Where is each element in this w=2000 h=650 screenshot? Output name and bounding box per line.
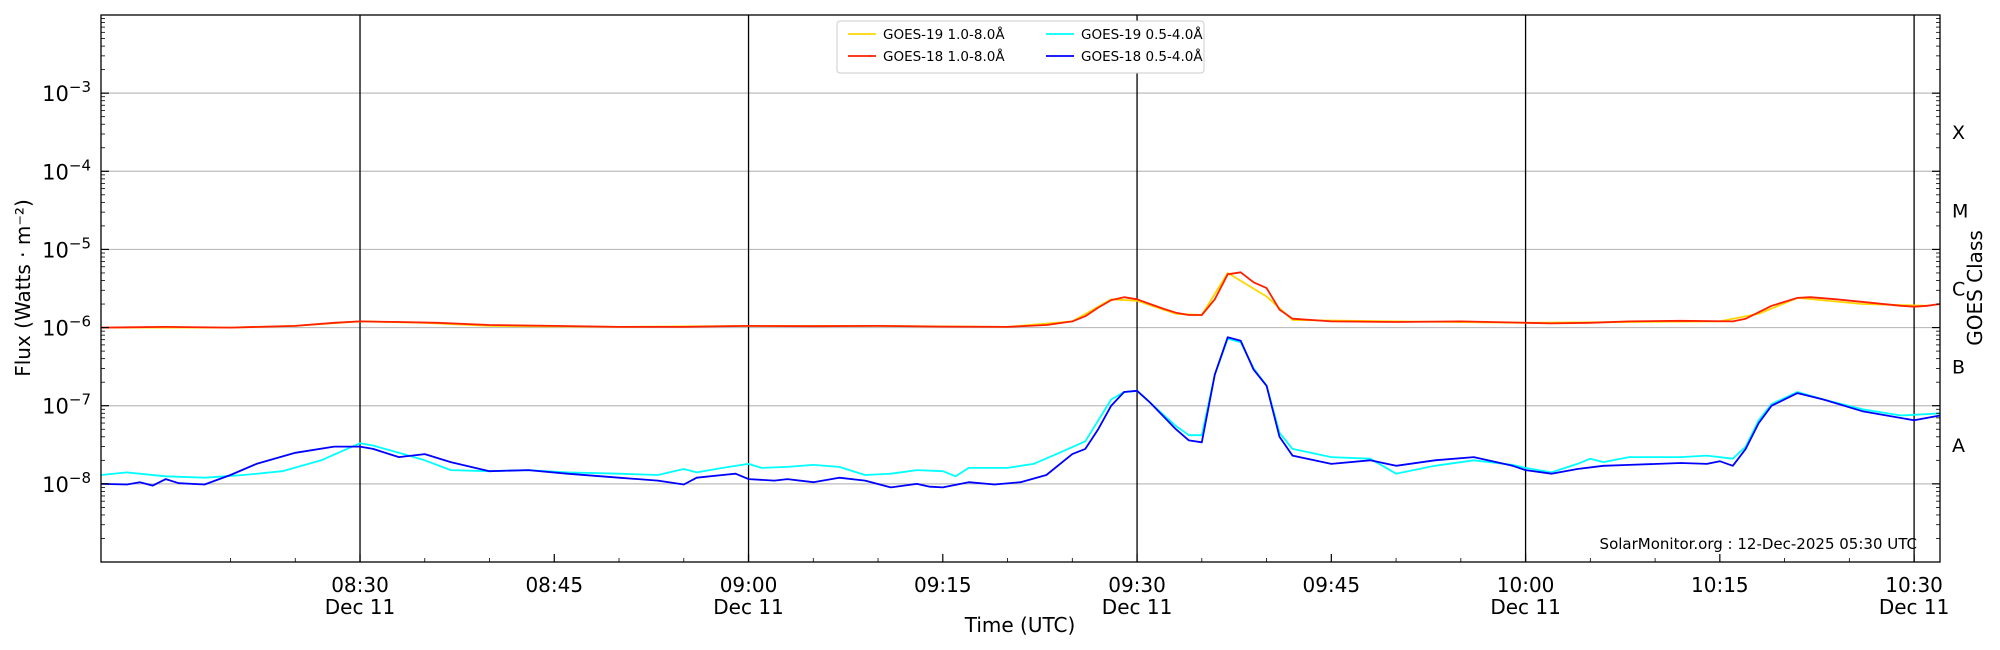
- goes-class-B: B: [1952, 357, 1965, 379]
- xtick-sublabel-4: Dec 11: [1102, 595, 1173, 619]
- xtick-label-6: 10:00: [1497, 573, 1555, 597]
- ytick-label-1: 10−7: [42, 391, 91, 419]
- goes-class-X: X: [1952, 122, 1965, 144]
- y2-axis-label: GOES Class: [1963, 230, 1987, 346]
- legend-box: [836, 20, 1205, 74]
- xtick-sublabel-0: Dec 11: [325, 595, 396, 619]
- ytick-label-4: 10−4: [42, 156, 91, 184]
- xtick-label-4: 09:30: [1108, 573, 1166, 597]
- xtick-label-5: 09:45: [1302, 573, 1360, 597]
- ytick-label-3: 10−5: [42, 234, 91, 262]
- xtick-sublabel-6: Dec 11: [1490, 595, 1561, 619]
- legend-label-1: GOES-18 1.0-8.0Å: [883, 48, 1005, 65]
- ytick-label-0: 10−8: [42, 469, 91, 497]
- xtick-label-2: 09:00: [720, 573, 778, 597]
- ytick-label-2: 10−6: [42, 313, 91, 341]
- xtick-label-3: 09:15: [914, 573, 972, 597]
- legend-label-0: GOES-19 1.0-8.0Å: [883, 26, 1005, 43]
- y-axis-label: Flux (Watts · m⁻²): [11, 199, 35, 377]
- xtick-sublabel-8: Dec 11: [1879, 595, 1950, 619]
- xtick-sublabel-2: Dec 11: [713, 595, 784, 619]
- legend-label-3: GOES-18 0.5-4.0Å: [1081, 48, 1203, 65]
- ytick-label-5: 10−3: [42, 78, 91, 106]
- xtick-label-1: 08:45: [525, 573, 583, 597]
- xtick-label-0: 08:30: [331, 573, 389, 597]
- goes-class-M: M: [1952, 200, 1968, 222]
- legend: GOES-19 1.0-8.0Å GOES-19 0.5-4.0Å GOES-18 …: [836, 20, 1205, 74]
- series-line-2: [100, 337, 1941, 479]
- series-line-1: [100, 271, 1941, 329]
- legend-label-2: GOES-19 0.5-4.0Å: [1081, 26, 1203, 43]
- goes-class-C: C: [1952, 279, 1965, 301]
- source-annotation: SolarMonitor.org : 12-Dec-2025 05:30 UTC: [1600, 535, 1917, 553]
- xtick-label-7: 10:15: [1691, 573, 1749, 597]
- grid-lines: [101, 92, 1940, 485]
- y-axis-ticks: 10−8 10−7 10−6 10−5 10−4 10−3: [42, 18, 1940, 539]
- xtick-label-8: 10:30: [1885, 573, 1943, 597]
- series-lines: [100, 271, 1941, 489]
- goes-class-labels: A B C M X: [1952, 122, 1968, 457]
- goes-class-A: A: [1952, 435, 1965, 457]
- plot-frame: [100, 14, 1941, 563]
- x-axis-label: Time (UTC): [964, 613, 1076, 637]
- series-line-3: [100, 336, 1941, 489]
